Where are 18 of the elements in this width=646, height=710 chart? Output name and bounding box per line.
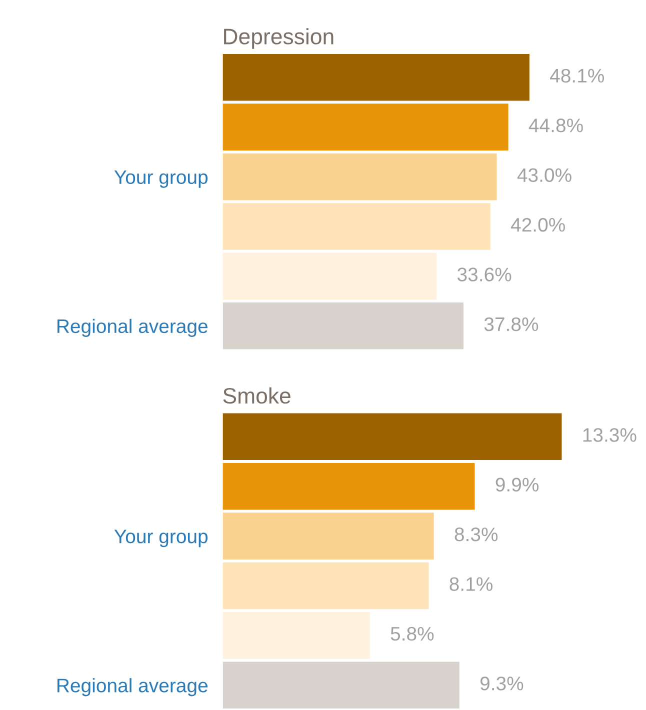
- data-label: 8.1%: [450, 577, 492, 591]
- data-label: 42.0%: [510, 218, 565, 232]
- y-tick-label: Your group: [114, 530, 208, 548]
- data-label: 13.3%: [583, 428, 636, 442]
- data-label: 8.3%: [454, 528, 498, 542]
- data-label: 43.0%: [517, 168, 572, 182]
- data-label: 9.9%: [496, 478, 539, 492]
- data-label: 37.8%: [484, 317, 538, 332]
- y-tick-label: Regional average: [58, 678, 208, 696]
- data-label: 48.1%: [550, 68, 604, 83]
- data-label: 33.6%: [458, 268, 512, 282]
- data-label: 5.8%: [390, 626, 434, 641]
- chart-title: Depression: [224, 28, 334, 49]
- chart-title: Smoke: [223, 387, 290, 404]
- data-label: 9.3%: [480, 676, 524, 690]
- y-tick-label: Regional average: [58, 318, 208, 337]
- data-label: 44.8%: [528, 118, 583, 132]
- y-tick-label: Your group: [114, 170, 208, 188]
